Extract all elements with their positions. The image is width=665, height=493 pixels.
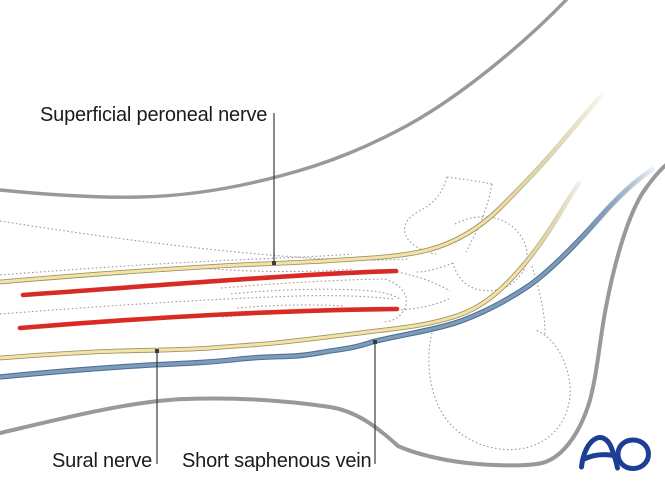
- leg-outline-top: [0, 0, 569, 199]
- leader-lines: [156, 113, 376, 464]
- nerve-fill-stroke: [0, 181, 582, 360]
- label-superficial-peroneal-nerve: Superficial peroneal nerve: [40, 104, 268, 126]
- tendon-dotted-line: [396, 298, 450, 311]
- nerve-fill-stroke: [0, 93, 604, 284]
- sural-nerve-line: [0, 180, 582, 361]
- ao-logo-letter-o: [615, 437, 651, 471]
- fibula-dotted-outline: [446, 176, 493, 185]
- heel-dotted-line: [531, 265, 546, 335]
- tendon-dotted-line: [221, 310, 353, 318]
- fibula-dotted-outline: [403, 176, 448, 255]
- foot-outline-bottom: [0, 163, 665, 468]
- talus-dotted-outline: [452, 216, 528, 292]
- leader-dot: [373, 340, 377, 344]
- ao-logo: [579, 435, 651, 471]
- superficial-peroneal-nerve-line: [0, 93, 604, 285]
- leader-dot: [272, 261, 276, 265]
- incision-lines: [17, 268, 400, 331]
- leader-dot: [155, 349, 159, 353]
- ao-logo-letter-a: [579, 435, 620, 471]
- incision-line-upper: [20, 268, 399, 298]
- calcaneus-dotted-outline: [428, 328, 571, 451]
- talus-dotted-outline: [415, 262, 454, 273]
- tarsal-dotted-line: [236, 304, 345, 309]
- label-short-saphenous-vein: Short saphenous vein: [182, 450, 372, 472]
- nerve-edge-stroke: [0, 180, 582, 361]
- dotted-line-above-spn: [0, 253, 353, 276]
- leg-silhouette-outline: [0, 0, 665, 468]
- dorsal-dotted-line: [0, 220, 409, 261]
- fibula-dotted-outline: [465, 183, 493, 253]
- midfoot-dotted-line: [0, 295, 394, 315]
- label-sural-nerve: Sural nerve: [52, 450, 153, 472]
- tarsal-dotted-line: [230, 288, 402, 301]
- ao-logo-letter-a-bar: [580, 452, 617, 462]
- tendon-dotted-loop: [382, 278, 407, 323]
- tendon-dotted-line: [396, 271, 451, 292]
- short-saphenous-vein-line: [0, 165, 657, 380]
- tendon-dotted-line: [220, 278, 386, 289]
- incision-line-lower: [17, 306, 400, 331]
- dorsal-dotted-line: [197, 267, 355, 273]
- leader-dots: [155, 261, 377, 353]
- bone-dotted-outlines: [0, 176, 571, 451]
- vein-fill-stroke: [0, 166, 656, 379]
